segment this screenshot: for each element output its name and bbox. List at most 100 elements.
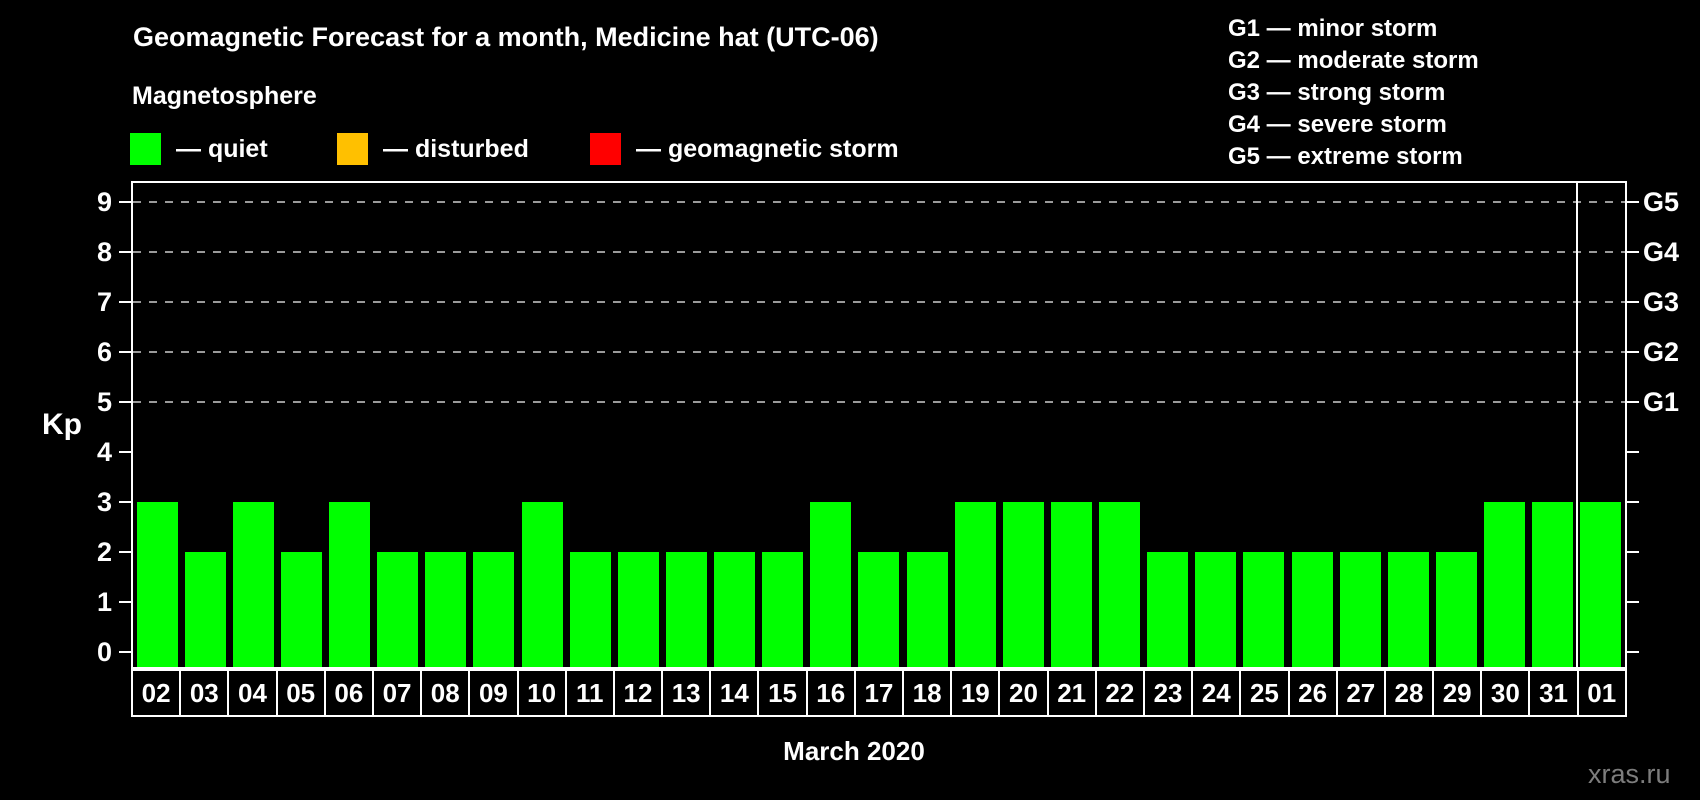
left-axis-tick [119, 251, 131, 253]
day-label-26: 26 [1287, 669, 1338, 717]
day-label-14: 14 [709, 669, 760, 717]
left-axis-tick [119, 651, 131, 653]
g-level-label-g4: G4 [1643, 237, 1680, 267]
kp-bar-day-03 [185, 552, 226, 667]
kp-tick-label-8: 8 [96, 237, 112, 267]
day-label-30: 30 [1480, 669, 1531, 717]
left-axis-tick [119, 351, 131, 353]
kp-bar-day-20 [1003, 502, 1044, 667]
x-axis-label: March 2020 [783, 736, 925, 766]
kp-tick-label-2: 2 [96, 537, 112, 567]
kp-bar-day-28 [1388, 552, 1429, 667]
kp-tick-label-3: 3 [96, 487, 112, 517]
magnetosphere-legend-title: Magnetosphere [132, 82, 317, 110]
kp-bar-day-12 [618, 552, 659, 667]
kp-bar-day-09 [473, 552, 514, 667]
kp-bar-day-31 [1532, 502, 1573, 667]
gridline-kp-6 [133, 351, 1625, 353]
day-label-12: 12 [612, 669, 664, 717]
kp-bar-day-02 [137, 502, 178, 667]
legend-item-label: — quiet [176, 134, 268, 163]
kp-tick-label-7: 7 [96, 287, 112, 317]
day-label-08: 08 [420, 669, 471, 717]
day-label-06: 06 [323, 669, 374, 717]
y-axis-label: Kp [42, 408, 82, 441]
left-axis-tick [119, 601, 131, 603]
day-label-23: 23 [1142, 669, 1194, 717]
kp-bar-day-16 [810, 502, 851, 667]
g-level-label-g1: G1 [1643, 387, 1680, 417]
kp-tick-label-4: 4 [96, 437, 112, 467]
kp-tick-label-5: 5 [96, 387, 112, 417]
kp-bar-day-19 [955, 502, 996, 667]
day-label-29: 29 [1432, 669, 1483, 717]
legend-item-label: — geomagnetic storm [636, 134, 899, 163]
kp-tick-label-1: 1 [96, 587, 112, 617]
gridline-kp-7 [133, 301, 1625, 303]
kp-bar-day-25 [1243, 552, 1284, 667]
kp-bar-day-08 [425, 552, 466, 667]
day-label-31: 31 [1528, 669, 1579, 717]
day-label-01: 01 [1576, 669, 1627, 717]
g-legend-line: G4 — severe storm [1228, 111, 1447, 138]
g-level-label-g2: G2 [1643, 337, 1680, 367]
watermark: xras.ru [1588, 759, 1671, 789]
kp-bar-day-30 [1484, 502, 1525, 667]
day-label-15: 15 [757, 669, 808, 717]
day-label-28: 28 [1383, 669, 1435, 717]
day-label-07: 07 [371, 669, 423, 717]
right-axis-tick [1627, 551, 1639, 553]
geomagnetic-storm-color-swatch [590, 133, 621, 165]
g-legend-line: G2 — moderate storm [1228, 47, 1479, 74]
legend-item-quiet: — quiet [130, 133, 268, 165]
day-label-20: 20 [998, 669, 1049, 717]
kp-bar-day-11 [570, 552, 611, 667]
day-label-25: 25 [1239, 669, 1290, 717]
kp-tick-label-9: 9 [96, 187, 112, 217]
day-label-13: 13 [661, 669, 712, 717]
day-label-24: 24 [1191, 669, 1242, 717]
kp-bar-day-26 [1292, 552, 1333, 667]
kp-bar-day-17 [858, 552, 899, 667]
right-axis-tick [1627, 451, 1639, 453]
kp-tick-label-6: 6 [96, 337, 112, 367]
kp-bar-day-01 [1580, 502, 1621, 667]
day-label-27: 27 [1335, 669, 1386, 717]
g-legend-line: G5 — extreme storm [1228, 143, 1463, 170]
day-label-10: 10 [516, 669, 567, 717]
chart-title: Geomagnetic Forecast for a month, Medici… [133, 22, 879, 52]
x-axis-day-labels: 02 03 04 05 06 07 08 09 10 11 12 13 14 15 16 17 18 19 20 21… [131, 669, 1627, 717]
kp-bar-day-13 [666, 552, 707, 667]
gridline-kp-9 [133, 201, 1625, 203]
left-axis-tick [119, 201, 131, 203]
legend-item-geomagnetic-storm: — geomagnetic storm [590, 133, 899, 165]
day-label-21: 21 [1046, 669, 1097, 717]
kp-bar-day-07 [377, 552, 418, 667]
kp-bar-day-24 [1195, 552, 1236, 667]
kp-tick-label-0: 0 [96, 637, 112, 667]
kp-bar-day-18 [907, 552, 948, 667]
gridline-kp-5 [133, 401, 1625, 403]
kp-bar-day-27 [1340, 552, 1381, 667]
left-axis-tick [119, 501, 131, 503]
kp-bar-day-21 [1051, 502, 1092, 667]
kp-bar-day-10 [522, 502, 563, 667]
day-label-09: 09 [468, 669, 519, 717]
g-scale-legend: G1 — minor storm G2 — moderate storm G3 — … [1228, 13, 1479, 173]
gridline-kp-8 [133, 251, 1625, 253]
kp-bar-day-05 [281, 552, 322, 667]
g-level-label-g3: G3 [1643, 287, 1680, 317]
day-label-11: 11 [564, 669, 615, 717]
kp-bar-day-15 [762, 552, 803, 667]
right-axis-tick [1627, 201, 1639, 203]
right-axis-tick [1627, 251, 1639, 253]
left-axis-tick [119, 301, 131, 303]
left-axis-tick [119, 401, 131, 403]
day-label-04: 04 [227, 669, 278, 717]
day-label-17: 17 [853, 669, 904, 717]
right-axis-tick [1627, 501, 1639, 503]
quiet-color-swatch [130, 133, 161, 165]
legend-item-label: — disturbed [383, 134, 529, 163]
day-label-18: 18 [902, 669, 953, 717]
